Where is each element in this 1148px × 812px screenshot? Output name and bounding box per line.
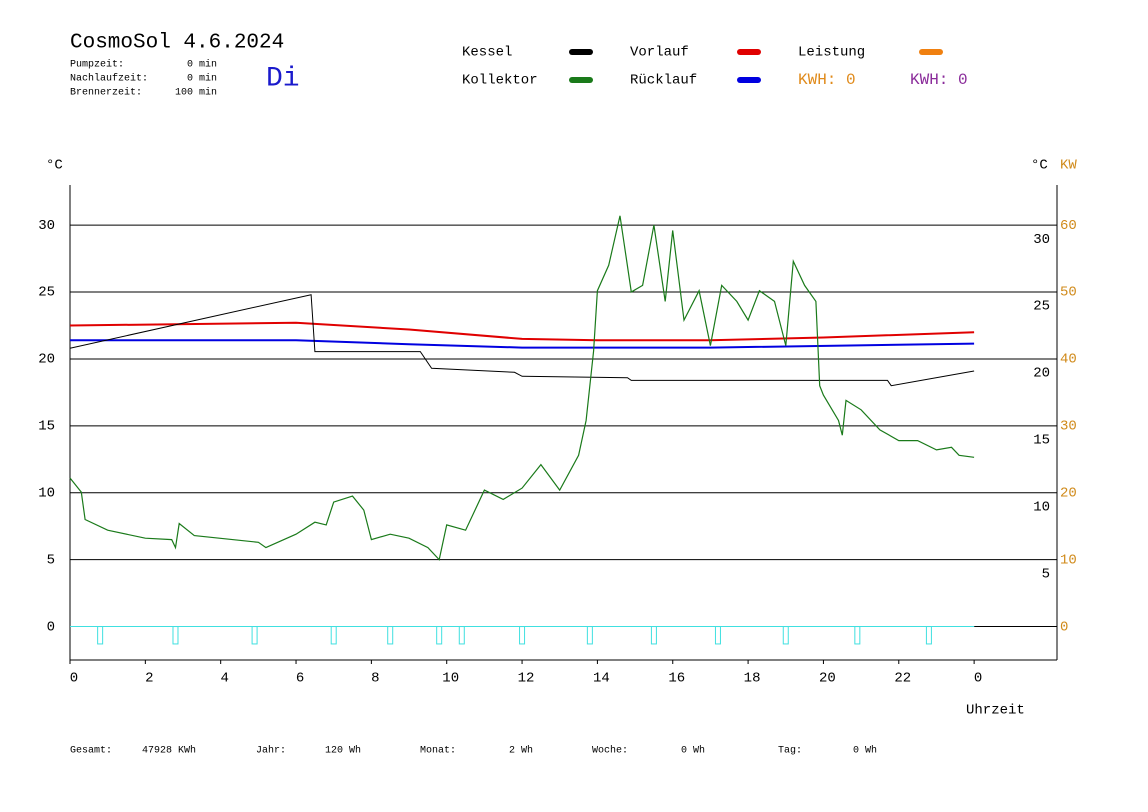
kwh-label: KWH: 0 (798, 71, 856, 89)
y2-tick-label: 60 (1060, 218, 1077, 234)
x-tick-label: 12 (518, 671, 535, 687)
x-tick-label: 22 (894, 671, 911, 687)
x-tick-label: 6 (296, 671, 304, 687)
y-tick-label: 0 (47, 619, 55, 635)
y2-tick-label: 0 (1060, 619, 1068, 635)
total-label: Woche: (592, 745, 628, 757)
total-value: 0 Wh (853, 745, 877, 757)
y-axis-label-right: °C (1031, 158, 1048, 174)
x-tick-label: 8 (371, 671, 379, 687)
y-tick-label-right: 30 (1033, 232, 1050, 248)
info-label: Nachlaufzeit: (70, 73, 148, 85)
series-line (69, 294, 975, 387)
x-tick-label: 0 (974, 671, 982, 687)
weekday: Di (266, 63, 300, 94)
y2-tick-label: 50 (1060, 285, 1077, 301)
y2-axis-label: KW (1060, 158, 1077, 174)
y-tick-label: 10 (38, 485, 55, 501)
total-value: 47928 KWh (142, 745, 196, 757)
x-tick-label: 2 (145, 671, 153, 687)
chart-title: CosmoSol 4.6.2024 (70, 32, 284, 55)
y-tick-label: 30 (38, 218, 55, 234)
y2-tick-label: 10 (1060, 552, 1077, 568)
y-axis-label: °C (46, 158, 63, 174)
y2-tick-label: 40 (1060, 352, 1077, 368)
x-tick-label: 4 (220, 671, 228, 687)
total-label: Gesamt: (70, 746, 112, 757)
legend-label: Leistung (798, 45, 865, 61)
y-tick-label: 25 (38, 285, 55, 301)
info-value: 0 min (187, 73, 217, 85)
x-tick-label: 10 (442, 671, 459, 687)
info-value: 0 min (187, 59, 217, 71)
info-label: Pumpzeit: (70, 59, 124, 71)
y-tick-label-right: 5 (1042, 566, 1050, 582)
y-tick-label-right: 25 (1033, 299, 1050, 315)
total-label: Tag: (778, 746, 802, 757)
legend-label: Rücklauf (630, 73, 697, 89)
y-tick-label-right: 15 (1033, 433, 1050, 449)
total-label: Jahr: (256, 745, 286, 757)
x-tick-label: 16 (668, 671, 685, 687)
y-tick-label: 20 (38, 352, 55, 368)
x-axis-label: Uhrzeit (966, 703, 1025, 719)
series-line (69, 321, 975, 342)
x-tick-label: 18 (744, 671, 761, 687)
x-tick-label: 14 (593, 671, 610, 687)
legend-label: Vorlauf (630, 45, 689, 61)
total-value: 2 Wh (509, 745, 533, 757)
y-tick-label: 5 (47, 552, 55, 568)
x-tick-label: 20 (819, 671, 836, 687)
total-label: Monat: (420, 746, 456, 757)
y2-tick-label: 20 (1060, 485, 1077, 501)
y2-tick-label: 30 (1060, 419, 1077, 435)
legend-label: Kessel (462, 45, 512, 61)
legend-label: Kollektor (462, 73, 538, 89)
y-tick-label: 15 (38, 419, 55, 435)
info-label: Brennerzeit: (70, 87, 142, 99)
y-tick-label-right: 10 (1033, 499, 1050, 515)
series-line (70, 339, 975, 349)
kwh-label: KWH: 0 (910, 71, 968, 89)
total-value: 0 Wh (681, 745, 705, 757)
series-line (69, 215, 975, 561)
x-tick-label: 0 (70, 671, 78, 687)
info-value: 100 min (175, 87, 217, 99)
y-tick-label-right: 20 (1033, 366, 1050, 382)
total-value: 120 Wh (325, 745, 361, 757)
